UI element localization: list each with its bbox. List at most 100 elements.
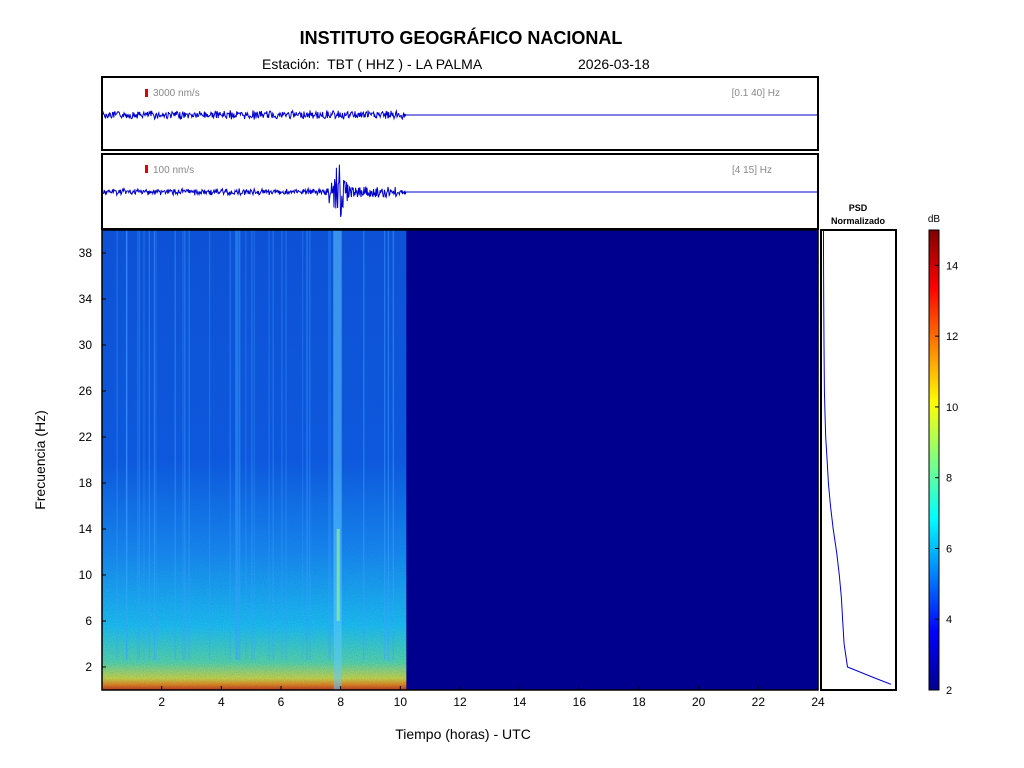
psd-frame bbox=[820, 229, 897, 691]
scale-bar bbox=[145, 89, 148, 97]
spectrogram-streak bbox=[153, 230, 156, 660]
spectrogram-streak bbox=[332, 230, 335, 660]
spectrogram-streak bbox=[302, 230, 304, 660]
spectrogram-streak bbox=[392, 230, 395, 660]
trace-waveform bbox=[102, 164, 407, 218]
spectrogram-streak bbox=[328, 230, 330, 660]
x-axis-ticks: 2 4 6 8 10 12 14 16 18 20 22 24 bbox=[158, 686, 825, 709]
spectrogram-streak bbox=[285, 230, 287, 660]
x-axis-label: Tiempo (horas) - UTC bbox=[395, 726, 531, 742]
spectrogram-streak bbox=[237, 230, 239, 660]
spectrogram-streak bbox=[182, 230, 184, 660]
spectrogram-streak bbox=[184, 230, 186, 660]
spectrogram-streak bbox=[229, 230, 231, 660]
spectrogram-streak bbox=[148, 230, 150, 660]
spectrogram-streak bbox=[239, 230, 241, 660]
psd-subtitle: Normalizado bbox=[831, 216, 886, 226]
spectrogram-streak bbox=[116, 230, 118, 660]
colorbar-gradient-bar bbox=[928, 229, 940, 691]
y-tick-label: 26 bbox=[79, 384, 93, 398]
spectrogram-streak bbox=[209, 230, 211, 660]
spectrogram-streak bbox=[239, 230, 241, 660]
trace-panel-frame bbox=[101, 76, 819, 151]
psd-curve bbox=[823, 230, 892, 685]
x-tick-label: 18 bbox=[632, 695, 646, 709]
y-tick-label: 2 bbox=[85, 660, 92, 674]
spectrogram-streaks bbox=[116, 230, 395, 690]
trace-panel-broadband: 3000 nm/s [0.1 40] Hz bbox=[101, 76, 819, 151]
scale-bar bbox=[145, 165, 148, 173]
x-tick-label: 24 bbox=[811, 695, 825, 709]
x-tick-label: 20 bbox=[692, 695, 706, 709]
y-tick-label: 22 bbox=[79, 430, 93, 444]
y-tick-label: 34 bbox=[79, 292, 93, 306]
trace-panel-filtered: 100 nm/s [4 15] Hz bbox=[101, 153, 819, 230]
station-name: TBT ( HHZ ) - LA PALMA bbox=[327, 56, 483, 72]
x-tick-label: 16 bbox=[573, 695, 587, 709]
colorbar-tick-label: 14 bbox=[946, 260, 958, 272]
trace-waveform bbox=[102, 109, 407, 121]
spectrogram-streak bbox=[245, 230, 247, 660]
spectrogram-streak bbox=[251, 230, 253, 660]
y-tick-label: 30 bbox=[79, 338, 93, 352]
x-tick-label: 6 bbox=[278, 695, 285, 709]
x-tick-label: 8 bbox=[337, 695, 344, 709]
spectrogram-streak bbox=[126, 230, 128, 660]
x-tick-label: 2 bbox=[158, 695, 165, 709]
spectrogram-streak bbox=[235, 230, 237, 660]
spectrogram-noise bbox=[102, 230, 406, 690]
spectrogram: 2 4 6 8 10 12 14 16 18 20 22 24 261014182226303438 … bbox=[32, 229, 825, 742]
spectrogram-streak bbox=[236, 230, 239, 660]
page-title: INSTITUTO GEOGRÁFICO NACIONAL bbox=[299, 28, 623, 48]
station-label: Estación: bbox=[262, 56, 320, 72]
y-tick-label: 6 bbox=[85, 614, 92, 628]
spectrogram-streak bbox=[306, 230, 308, 660]
spectrogram-streak bbox=[143, 230, 145, 660]
spectrogram-streak bbox=[329, 230, 331, 660]
colorbar: dB 2 4 6 8 10 12 14 bbox=[928, 214, 958, 697]
spectrogram-streak bbox=[387, 230, 389, 660]
spectrogram-streak bbox=[384, 230, 386, 660]
spectrogram-streak bbox=[138, 230, 140, 660]
event-streak-core bbox=[336, 529, 340, 621]
x-tick-label: 22 bbox=[752, 695, 766, 709]
spectrogram-streak bbox=[363, 230, 365, 660]
colorbar-tick-label: 4 bbox=[946, 614, 952, 626]
colorbar-tick-label: 8 bbox=[946, 473, 952, 485]
colorbar-tick-label: 6 bbox=[946, 543, 952, 555]
colorbar-ticks: 2 4 6 8 10 12 14 bbox=[935, 260, 958, 697]
colorbar-tick-label: 12 bbox=[946, 331, 958, 343]
x-tick-label: 10 bbox=[394, 695, 408, 709]
spectrogram-streak bbox=[253, 230, 255, 660]
station-info: Estación: TBT ( HHZ ) - LA PALMA bbox=[262, 56, 482, 72]
trace-scale-label: 3000 nm/s bbox=[153, 88, 200, 99]
x-tick-label: 12 bbox=[453, 695, 467, 709]
y-tick-label: 14 bbox=[79, 522, 93, 536]
y-tick-label: 38 bbox=[79, 246, 93, 260]
spectrogram-streak bbox=[155, 230, 157, 660]
x-tick-label: 4 bbox=[218, 695, 225, 709]
trace-band-label: [4 15] Hz bbox=[732, 165, 772, 176]
trace-band-label: [0.1 40] Hz bbox=[732, 88, 780, 99]
y-tick-label: 18 bbox=[79, 476, 93, 490]
trace-scale-label: 100 nm/s bbox=[153, 165, 194, 176]
colorbar-label: dB bbox=[928, 214, 941, 225]
x-tick-label: 14 bbox=[513, 695, 527, 709]
spectrogram-streak bbox=[272, 230, 274, 660]
psd-panel: PSD Normalizado bbox=[820, 203, 897, 691]
event-streak bbox=[333, 230, 342, 690]
spectrogram-streak bbox=[268, 230, 270, 660]
spectrogram-streak bbox=[188, 230, 190, 660]
spectrogram-streak bbox=[281, 230, 283, 660]
spectrogram-streak bbox=[174, 230, 176, 660]
y-axis-label: Frecuencia (Hz) bbox=[32, 410, 48, 510]
spectrogram-streak bbox=[309, 230, 311, 660]
spectrogram-streak bbox=[392, 230, 394, 660]
y-tick-label: 10 bbox=[79, 568, 93, 582]
psd-title: PSD bbox=[849, 203, 868, 213]
spectrogram-streak bbox=[137, 230, 139, 660]
colorbar-tick-label: 2 bbox=[946, 685, 952, 697]
date-label: 2026-03-18 bbox=[578, 56, 650, 72]
